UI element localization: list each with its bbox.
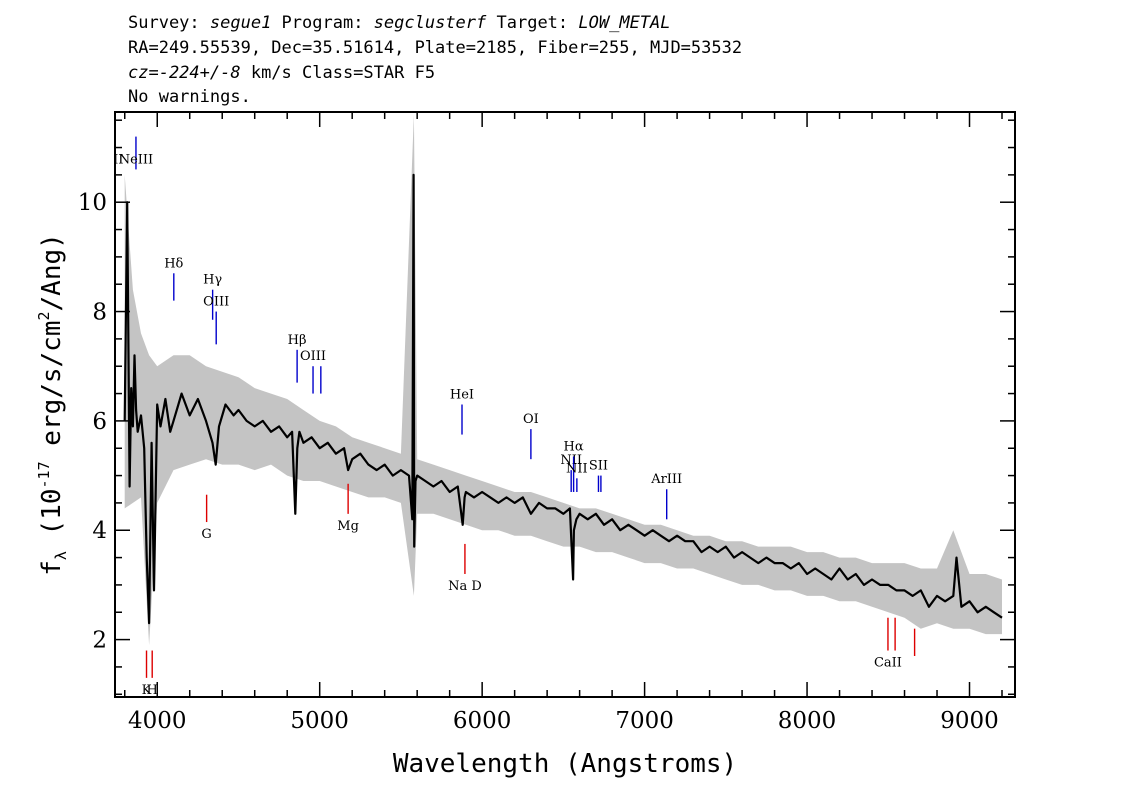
x-tick-label: 8000	[778, 708, 837, 734]
spectral-line-label: NII	[566, 461, 588, 476]
spectral-line-label: CaII	[874, 656, 902, 671]
y-tick-label: 10	[78, 190, 107, 216]
plot-frame	[114, 111, 1016, 698]
spectral-line-label: NII	[560, 453, 582, 468]
y-tick-label: 6	[92, 409, 107, 435]
y-tick-label: 8	[92, 300, 107, 326]
spectral-line-label: OIII	[300, 349, 326, 364]
x-tick-label: 9000	[940, 708, 999, 734]
x-tick-label: 7000	[615, 708, 674, 734]
spectral-line-label: OI	[523, 412, 539, 427]
plot-header: Survey: segue1 Program: segclusterf Targ…	[128, 13, 742, 107]
spectral-line-label: HeI	[450, 388, 474, 403]
y-tick-label: 4	[92, 518, 107, 544]
spectral-line-label: G	[201, 527, 211, 542]
header-line-2: RA=249.55539, Dec=35.51614, Plate=2185, …	[128, 38, 742, 58]
spectral-line-label: Hα	[564, 439, 584, 454]
x-tick-label: 5000	[290, 708, 349, 734]
spectral-line-label: NeIII	[119, 152, 153, 167]
header-line-4: No warnings.	[128, 87, 251, 107]
spectral-line-label: Na D	[448, 579, 482, 594]
x-tick-label: 4000	[128, 708, 187, 734]
spectral-line-label: SII	[589, 459, 608, 474]
spectral-line-label: H	[147, 683, 158, 698]
error-band	[124, 114, 1002, 646]
spectral-line-label: OII	[102, 152, 123, 167]
header-line-1: Survey: segue1 Program: segclusterf Targ…	[128, 13, 671, 33]
spectral-line-label: Hβ	[288, 333, 307, 348]
x-tick-label: 6000	[453, 708, 512, 734]
spectral-line-label: K	[142, 683, 152, 698]
header-line-3: cz=-224+/-8 km/s Class=STAR F5	[128, 63, 435, 83]
spectral-line-label: Mg	[337, 519, 359, 534]
spectral-line-label: Hγ	[203, 273, 222, 288]
y-axis-title: fλ (10-17 erg/s/cm2/Ang)	[35, 233, 70, 576]
y-tick-label: 2	[92, 628, 107, 654]
spectral-line-label: OIII	[203, 295, 229, 310]
spectral-line-label: Hδ	[164, 256, 183, 271]
flux-line	[123, 173, 1003, 625]
x-axis-title: Wavelength (Angstroms)	[393, 749, 737, 779]
spectral-line-label: ArIII	[650, 472, 682, 487]
